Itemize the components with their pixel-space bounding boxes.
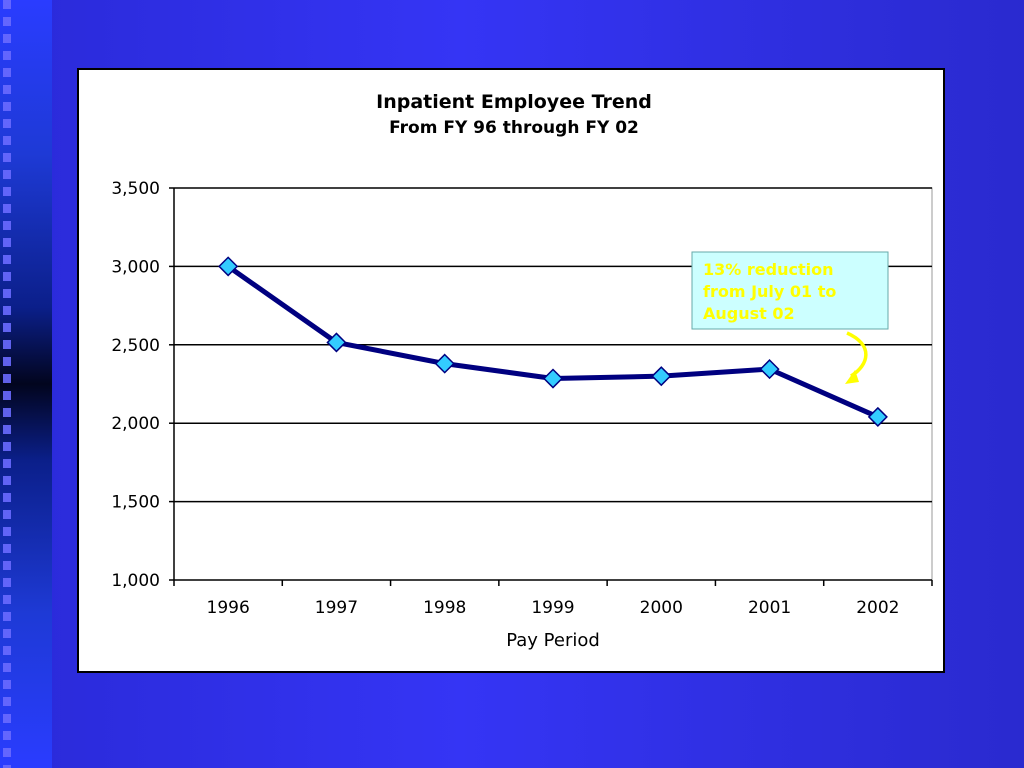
data-point-marker [542, 368, 564, 389]
line-chart: Inpatient Employee Trend From FY 96 thro… [111, 91, 933, 651]
x-axis-label: Pay Period [506, 630, 600, 651]
data-point-marker [434, 353, 455, 374]
y-tick-label: 2,000 [111, 414, 160, 434]
annotation-box [691, 251, 889, 330]
side-decoration-strip [0, 0, 52, 768]
x-tick-label: 1998 [423, 598, 466, 618]
x-tick-label: 1996 [207, 598, 250, 618]
annotation-text: from July 01 to [703, 282, 836, 301]
x-tick-label: 2000 [640, 598, 683, 618]
x-tick-label: 2001 [748, 598, 791, 618]
annotation-arrow [846, 331, 868, 378]
data-point-marker [867, 406, 888, 427]
y-tick-label: 3,500 [111, 179, 160, 199]
y-tick-label: 1,500 [111, 493, 160, 513]
data-point-marker [218, 256, 239, 277]
annotation-text: 13% reduction [703, 260, 833, 279]
chart-title: Inpatient Employee Trend [376, 91, 652, 113]
perforation-pattern [3, 0, 11, 768]
x-tick-label: 2002 [856, 598, 899, 618]
chart-panel: Inpatient Employee Trend From FY 96 thro… [77, 68, 945, 673]
annotation-arrowhead [845, 370, 859, 384]
data-point-marker [326, 332, 347, 353]
chart-subtitle: From FY 96 through FY 02 [389, 118, 639, 138]
y-tick-label: 1,000 [111, 571, 160, 591]
x-tick-label: 1999 [531, 598, 574, 618]
data-point-marker [651, 366, 672, 387]
x-tick-label: 1997 [315, 598, 358, 618]
annotation-text: August 02 [703, 304, 795, 323]
y-tick-label: 2,500 [111, 336, 160, 356]
data-point-marker [759, 359, 780, 380]
y-tick-label: 3,000 [111, 257, 160, 277]
